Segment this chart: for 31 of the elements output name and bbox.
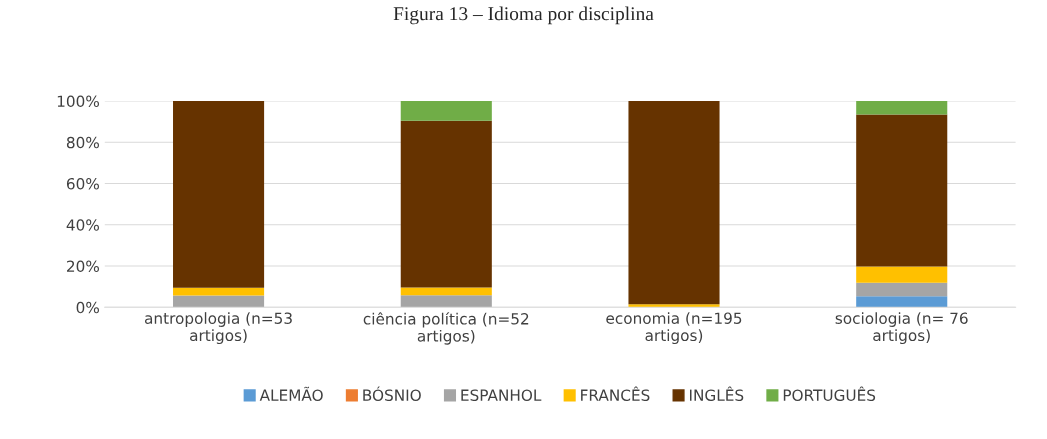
legend-label: PORTUGUÊS <box>783 386 876 401</box>
y-tick-label: 80% <box>66 136 99 149</box>
bar <box>400 295 492 308</box>
bar <box>173 295 265 308</box>
x-tick-label: ciência política (n=52 artigos) <box>363 312 529 345</box>
x-tick-label: sociologia (n= 76 artigos) <box>835 312 968 345</box>
bar <box>856 296 948 308</box>
y-tick-label: 60% <box>66 177 99 190</box>
legend-label: FRANCÊS <box>581 386 650 401</box>
legend-label: BÓSNIO <box>363 386 421 401</box>
y-tick-label: 100% <box>57 95 99 107</box>
legend-label: INGLÊS <box>689 386 744 401</box>
bar <box>628 100 720 305</box>
bar <box>400 287 492 296</box>
bar <box>856 282 948 297</box>
bar <box>856 114 948 267</box>
bar <box>856 100 948 115</box>
x-tick-label: economia (n=195 artigos) <box>606 312 742 345</box>
bar <box>400 120 492 288</box>
legend-label: ESPANHOL <box>461 389 542 401</box>
legend-label: ALEMÃO <box>259 386 323 401</box>
bar <box>856 266 948 283</box>
bar <box>173 100 265 288</box>
bar <box>173 287 265 296</box>
bar <box>400 100 492 121</box>
y-tick-label: 40% <box>66 219 99 231</box>
y-tick-label: 0% <box>76 301 99 314</box>
chart-title: Figura 13 – Idioma por disciplina <box>393 6 654 25</box>
bar <box>628 304 720 308</box>
x-tick-label: antropologia (n=53 artigos) <box>144 312 292 345</box>
y-tick-label: 20% <box>67 260 99 273</box>
